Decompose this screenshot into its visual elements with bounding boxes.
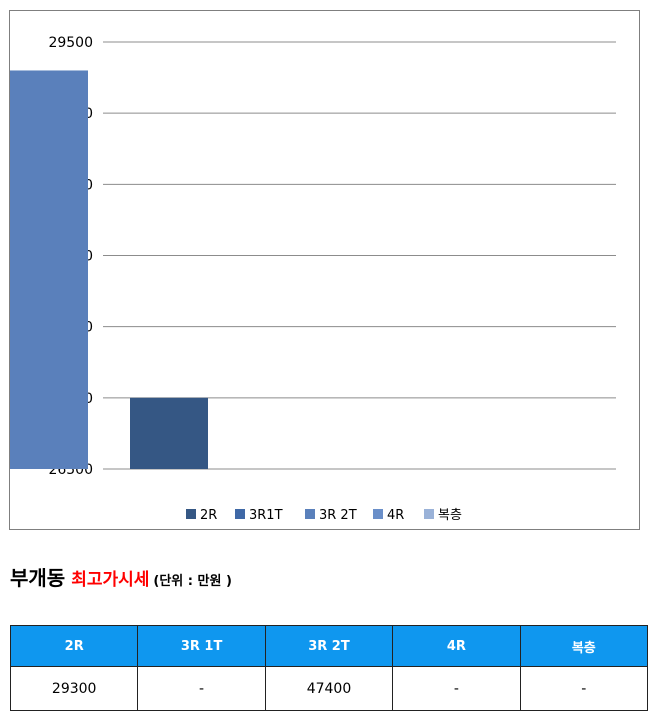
unit-label: (단위 : 만원 )	[153, 574, 232, 589]
table-header-row: 2R 3R 1T 3R 2T 4R 복층	[9, 625, 649, 667]
legend-swatch	[424, 509, 434, 519]
legend-label: 3R 2T	[319, 508, 357, 523]
table-cell: 47400	[264, 666, 394, 711]
bar	[130, 397, 208, 469]
table-header-cell: 복층	[519, 625, 649, 667]
bar	[10, 70, 88, 469]
legend-label: 2R	[200, 508, 217, 523]
legend-swatch	[373, 509, 383, 519]
legend-swatch	[305, 509, 315, 519]
table-row: 29300 - 47400 - -	[9, 666, 649, 711]
table-header-cell: 3R 1T	[137, 625, 266, 667]
table-header-cell: 4R	[392, 625, 521, 667]
chart-svg: 265002700027500280002850029000295002R3R1…	[10, 35, 616, 523]
legend-label: 4R	[387, 508, 404, 523]
table-header-cell: 2R	[9, 625, 139, 667]
section-heading: 부개동 최고가시세 (단위 : 만원 )	[10, 562, 232, 591]
table-cell: 29300	[9, 666, 139, 711]
legend-swatch	[186, 509, 196, 519]
place-name: 부개동	[10, 566, 66, 590]
legend-label: 3R1T	[249, 508, 283, 523]
table-cell: -	[519, 666, 649, 711]
table-cell: -	[137, 666, 266, 711]
y-tick-label: 29500	[48, 35, 93, 51]
legend-swatch	[235, 509, 245, 519]
legend-label: 복층	[438, 508, 462, 523]
heading-title: 최고가시세	[71, 570, 150, 590]
bar-chart: 265002700027500280002850029000295002R3R1…	[9, 10, 640, 530]
table-cell: -	[392, 666, 521, 711]
table-header-cell: 3R 2T	[264, 625, 394, 667]
price-table: 2R 3R 1T 3R 2T 4R 복층 29300 - 47400 - -	[9, 625, 649, 711]
